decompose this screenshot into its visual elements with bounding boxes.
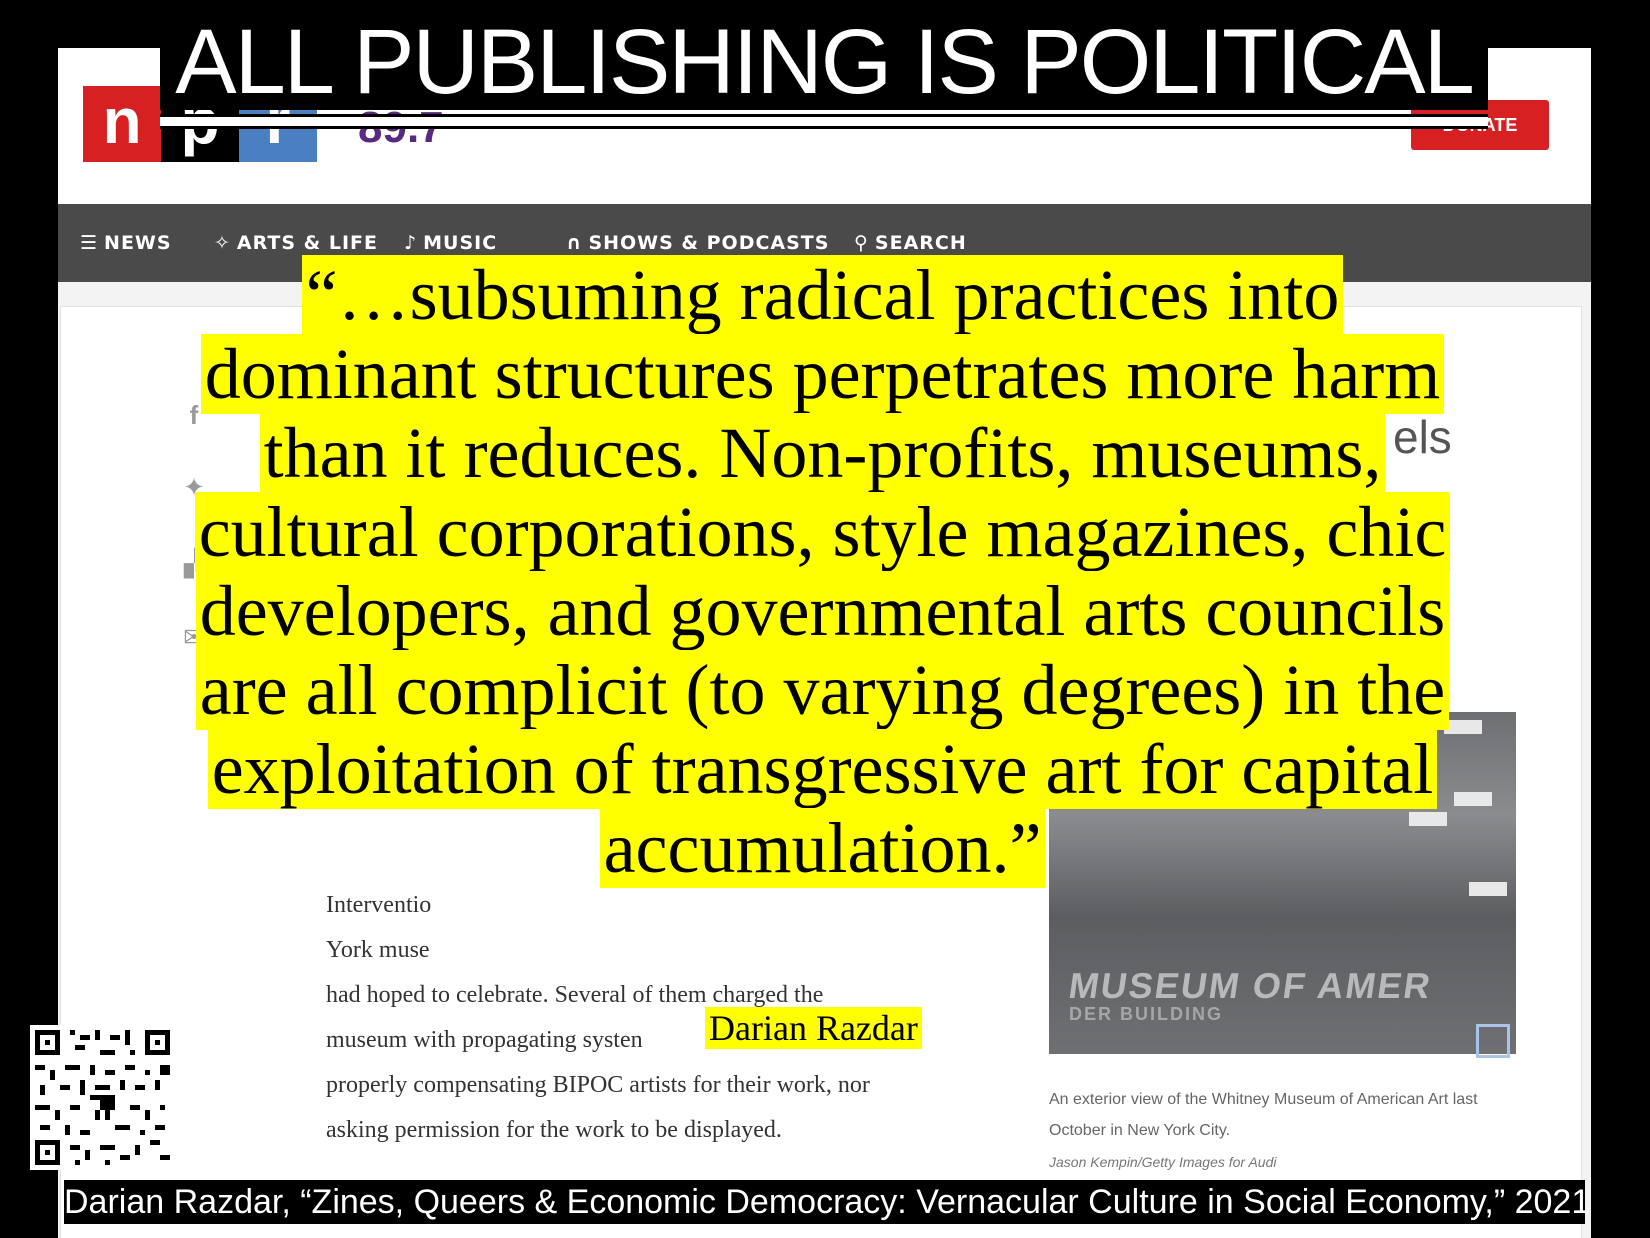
nav-item-news[interactable]: ☰ NEWS [80,228,172,258]
photo-credit: Jason Kempin/Getty Images for Audi [1049,1154,1277,1170]
article-line: Interventio [326,892,432,918]
article-line: asking permission for the work to be dis… [326,1117,782,1143]
expand-icon[interactable] [1476,1024,1510,1058]
npr-logo-n[interactable]: n [83,86,161,162]
article-line: had hoped to celebrate. Several of them … [326,982,824,1008]
photo-sign-text: MUSEUM OF AMER [1066,965,1435,1006]
window [1409,812,1447,826]
music-note-icon: ♪ [404,232,418,254]
qr-code[interactable] [30,1025,175,1170]
nav-item-search[interactable]: ⚲ SEARCH [854,228,967,258]
nav-label: MUSIC [423,232,498,254]
photo-caption: An exterior view of the Whitney Museum o… [1049,1091,1478,1139]
article-headline: els [1393,411,1452,463]
slide-title: ALL PUBLISHING IS POLITICAL [160,14,1488,110]
quote-text: “…subsuming radical practices into domin… [194,255,1451,888]
nav-item-shows-podcasts[interactable]: ∩ SHOWS & PODCASTS [566,228,829,258]
facebook-icon[interactable]: f [189,400,199,430]
window [1454,792,1492,806]
news-icon: ☰ [80,232,99,254]
photo-sign-subtext: DER BUILDING [1069,1004,1223,1024]
title-underline [160,114,1488,129]
article-line: museum with propagating systen [326,1027,643,1053]
pull-quote: “…subsuming radical practices into domin… [185,255,1460,888]
nav-label: SHOWS & PODCASTS [588,232,830,254]
window [1444,720,1482,734]
nav-item-arts-life[interactable]: ✧ ARTS & LIFE [214,228,378,258]
nav-label: NEWS [104,232,172,254]
window [1469,882,1507,896]
nav-item-music[interactable]: ♪ MUSIC [404,228,497,258]
article-line: properly compensating BIPOC artists for … [326,1072,870,1098]
quote-attribution: Darian Razdar [705,1007,922,1049]
arts-icon: ✧ [214,232,231,254]
article-line: York muse [326,937,430,963]
nav-label: ARTS & LIFE [236,232,378,254]
qr-code-graphic [30,1025,175,1170]
headphones-icon: ∩ [566,232,583,254]
nav-label: SEARCH [874,232,967,254]
article-body: Interventio York muse had hoped to celeb… [326,883,1016,1153]
source-citation: Darian Razdar, “Zines, Queers & Economic… [64,1180,1590,1224]
search-icon: ⚲ [854,232,869,254]
